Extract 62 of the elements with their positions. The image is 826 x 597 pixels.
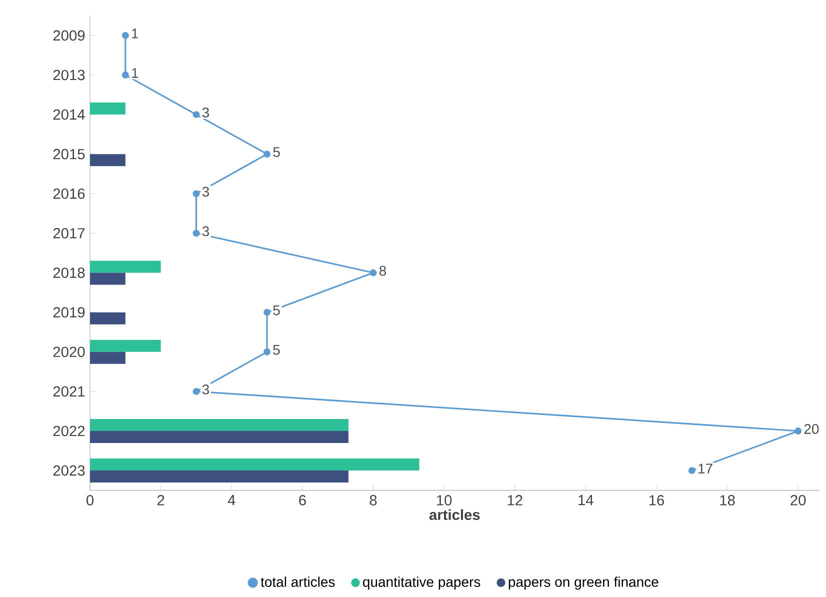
bar xyxy=(90,352,126,364)
bar xyxy=(90,102,126,115)
x-tick-label: 20 xyxy=(790,495,806,506)
point xyxy=(192,190,200,198)
y-tick-label: 2009 xyxy=(53,30,85,41)
x-axis-title: articles xyxy=(429,509,480,520)
y-tick-label: 2020 xyxy=(53,346,85,358)
point xyxy=(264,348,270,356)
bar xyxy=(90,470,348,483)
point xyxy=(192,111,200,118)
x-tick-label: 2 xyxy=(157,495,164,506)
point xyxy=(192,388,200,395)
y-tick-label: 2017 xyxy=(53,228,85,238)
data-label: 3 xyxy=(202,186,209,197)
point xyxy=(192,230,200,237)
data-label: 20 xyxy=(804,424,819,434)
y-tick-label: 2016 xyxy=(53,188,85,199)
y-tick-label: 2014 xyxy=(53,109,85,120)
data-label: 17 xyxy=(698,464,712,474)
y-tick-label: 2021 xyxy=(53,386,85,397)
point xyxy=(688,467,696,474)
y-tick-label: 2019 xyxy=(53,307,85,318)
x-tick-label: 10 xyxy=(437,495,452,506)
legend-label: papers on green finance xyxy=(508,576,658,590)
data-label: 1 xyxy=(132,68,138,78)
bar xyxy=(90,272,126,285)
legend-label: total articles xyxy=(260,576,335,587)
data-label: 8 xyxy=(379,266,386,276)
data-label: 3 xyxy=(202,226,209,236)
data-label: 3 xyxy=(202,108,209,118)
bar xyxy=(90,340,161,352)
bar xyxy=(90,458,420,471)
x-tick-label: 0 xyxy=(86,495,94,506)
y-tick-label: 2015 xyxy=(53,148,85,160)
bar xyxy=(90,154,126,166)
legend-label: quantitative papers xyxy=(363,576,480,590)
y-tick-label: 2013 xyxy=(53,70,85,80)
point xyxy=(264,150,270,158)
y-tick-label: 2018 xyxy=(53,268,85,278)
x-tick-label: 12 xyxy=(508,495,522,506)
point xyxy=(122,32,129,39)
x-tick-label: 16 xyxy=(649,495,664,506)
y-tick-label: 2023 xyxy=(53,465,85,476)
point xyxy=(370,269,377,276)
point xyxy=(794,428,802,434)
x-tick-label: 6 xyxy=(299,495,306,506)
x-tick-label: 8 xyxy=(370,495,377,506)
bar xyxy=(90,312,126,324)
bar xyxy=(90,260,161,273)
data-label: 3 xyxy=(202,384,209,394)
data-label: 5 xyxy=(273,305,280,316)
bar xyxy=(90,430,348,443)
x-tick-label: 14 xyxy=(578,495,594,506)
point xyxy=(264,308,270,316)
x-tick-label: 18 xyxy=(720,495,735,506)
x-tick-label: 4 xyxy=(228,495,236,506)
bar xyxy=(90,418,348,431)
y-tick-label: 2022 xyxy=(53,426,85,436)
data-label: 5 xyxy=(273,345,280,355)
data-label: 1 xyxy=(132,28,138,38)
point xyxy=(122,72,129,78)
data-label: 5 xyxy=(273,147,280,158)
